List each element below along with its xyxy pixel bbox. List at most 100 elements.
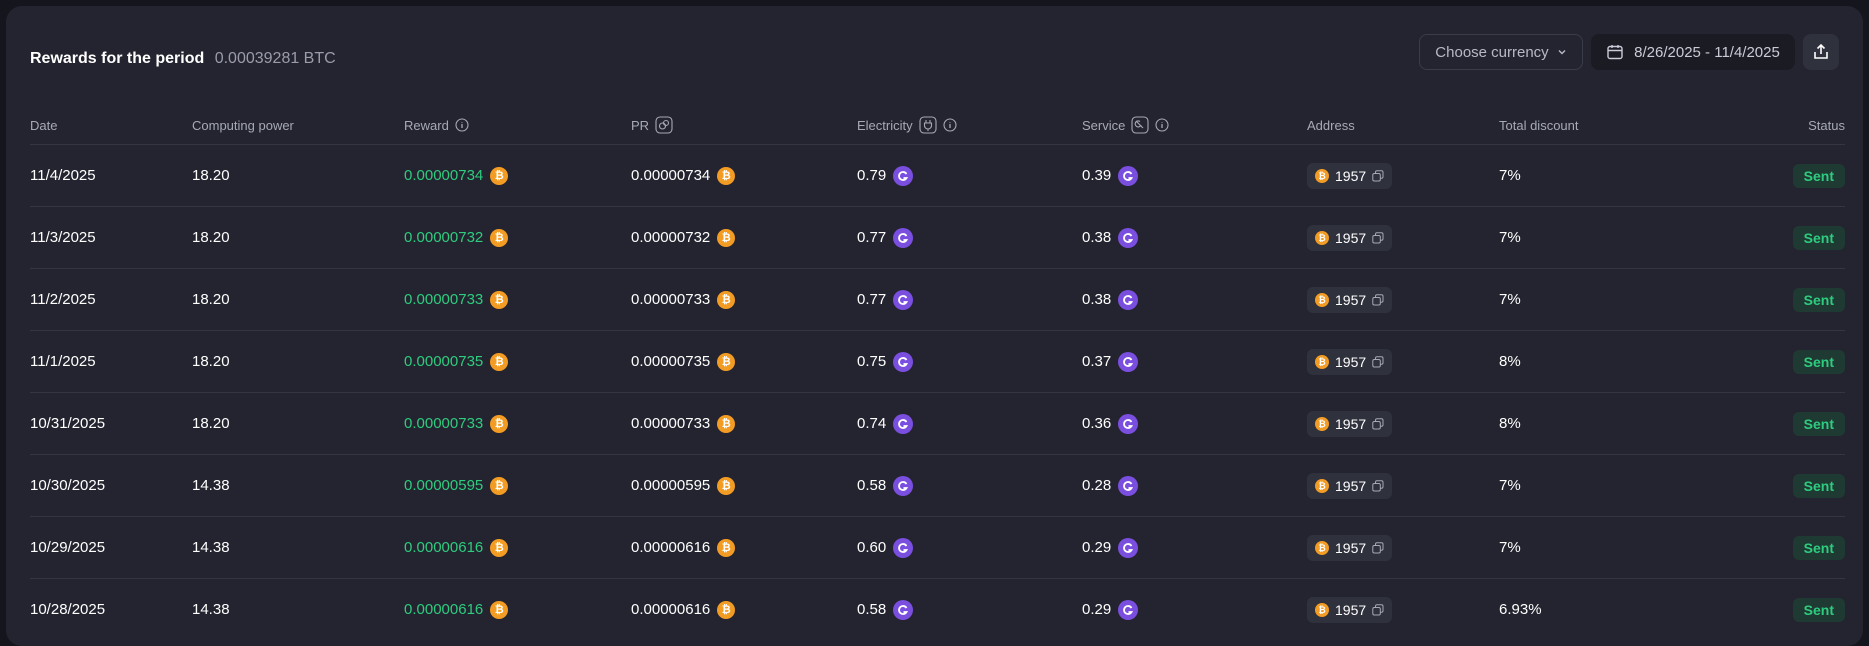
col-computing-power: Computing power xyxy=(192,106,404,145)
discount-cell: 8% xyxy=(1499,330,1679,393)
status-badge: Sent xyxy=(1792,349,1845,374)
copy-icon[interactable] xyxy=(1372,169,1384,182)
table-row[interactable]: 11/3/2025 18.20 0.00000732 ₿ 0.00000732 ₿ … xyxy=(30,206,1845,269)
reward-value: 0.00000735 xyxy=(404,353,484,370)
table-row[interactable]: 10/30/2025 14.38 0.00000595 ₿ 0.00000595 ₿… xyxy=(30,454,1845,517)
copy-icon[interactable] xyxy=(1372,541,1384,554)
copy-icon[interactable] xyxy=(1372,479,1384,492)
table-row[interactable]: 10/28/2025 14.38 0.00000616 ₿ 0.00000616 ₿… xyxy=(30,579,1845,641)
address-chip[interactable]: ₿ 1957 xyxy=(1307,410,1393,437)
status-badge: Sent xyxy=(1792,287,1845,312)
computing-power-cell: 14.38 xyxy=(192,454,404,517)
bitcoin-icon: ₿ xyxy=(490,290,509,309)
electricity-value: 0.60 xyxy=(857,539,887,556)
service-cell: 0.37 xyxy=(1082,330,1307,393)
reward-cell: 0.00000735 ₿ xyxy=(404,330,631,393)
discount-cell: 7% xyxy=(1499,144,1679,207)
status-cell: Sent xyxy=(1679,516,1845,579)
bitcoin-icon: ₿ xyxy=(717,476,736,495)
token-icon xyxy=(893,599,914,620)
date-cell: 11/2/2025 xyxy=(30,268,192,331)
token-icon xyxy=(1118,227,1139,248)
status-cell: Sent xyxy=(1679,454,1845,517)
date-cell: 11/3/2025 xyxy=(30,206,192,269)
bitcoin-icon: ₿ xyxy=(1315,168,1329,183)
address-value: 1957 xyxy=(1335,415,1367,432)
date-range-button[interactable]: 8/26/2025 - 11/4/2025 xyxy=(1591,34,1795,70)
computing-power-cell: 18.20 xyxy=(192,392,404,455)
info-icon[interactable] xyxy=(1155,118,1169,132)
bitcoin-icon: ₿ xyxy=(1315,478,1329,493)
status-cell: Sent xyxy=(1679,206,1845,269)
plug-icon xyxy=(919,116,937,134)
date-cell: 10/29/2025 xyxy=(30,516,192,579)
col-total-discount: Total discount xyxy=(1499,106,1679,145)
copy-icon[interactable] xyxy=(1372,355,1384,368)
bitcoin-icon: ₿ xyxy=(490,166,509,185)
address-cell: ₿ 1957 xyxy=(1307,392,1499,455)
electricity-cell: 0.79 xyxy=(857,144,1082,207)
address-cell: ₿ 1957 xyxy=(1307,144,1499,207)
copy-icon[interactable] xyxy=(1372,603,1384,616)
table-row[interactable]: 11/1/2025 18.20 0.00000735 ₿ 0.00000735 ₿ … xyxy=(30,330,1845,393)
table-row[interactable]: 11/2/2025 18.20 0.00000733 ₿ 0.00000733 ₿ … xyxy=(30,268,1845,331)
col-pr: PR xyxy=(631,106,857,145)
copy-icon[interactable] xyxy=(1372,231,1384,244)
pr-cell: 0.00000616 ₿ xyxy=(631,516,857,579)
pr-value: 0.00000616 xyxy=(631,601,711,618)
status-badge: Sent xyxy=(1792,163,1845,188)
reward-cell: 0.00000733 ₿ xyxy=(404,268,631,331)
table-row[interactable]: 11/4/2025 18.20 0.00000734 ₿ 0.00000734 ₿ … xyxy=(30,144,1845,207)
computing-power-cell: 18.20 xyxy=(192,268,404,331)
table-row[interactable]: 10/29/2025 14.38 0.00000616 ₿ 0.00000616 ₿… xyxy=(30,516,1845,579)
address-chip[interactable]: ₿ 1957 xyxy=(1307,472,1393,499)
address-value: 1957 xyxy=(1335,167,1367,184)
status-cell: Sent xyxy=(1679,392,1845,455)
pr-cell: 0.00000733 ₿ xyxy=(631,392,857,455)
reward-cell: 0.00000734 ₿ xyxy=(404,144,631,207)
electricity-cell: 0.60 xyxy=(857,516,1082,579)
electricity-value: 0.74 xyxy=(857,415,887,432)
service-cell: 0.39 xyxy=(1082,144,1307,207)
status-cell: Sent xyxy=(1679,144,1845,207)
title-wrap: Rewards for the period 0.00039281 BTC xyxy=(30,50,336,68)
copy-icon[interactable] xyxy=(1372,417,1384,430)
address-value: 1957 xyxy=(1335,477,1367,494)
computing-power-cell: 18.20 xyxy=(192,206,404,269)
pr-value: 0.00000734 xyxy=(631,167,711,184)
address-chip[interactable]: ₿ 1957 xyxy=(1307,534,1393,561)
address-value: 1957 xyxy=(1335,291,1367,308)
choose-currency-button[interactable]: Choose currency xyxy=(1419,34,1583,70)
pr-cell: 0.00000734 ₿ xyxy=(631,144,857,207)
address-chip[interactable]: ₿ 1957 xyxy=(1307,596,1393,623)
reward-cell: 0.00000733 ₿ xyxy=(404,392,631,455)
token-icon xyxy=(1118,599,1139,620)
export-button[interactable] xyxy=(1803,34,1839,70)
service-cell: 0.29 xyxy=(1082,516,1307,579)
info-icon[interactable] xyxy=(455,118,469,132)
bitcoin-icon: ₿ xyxy=(717,414,736,433)
address-value: 1957 xyxy=(1335,229,1367,246)
electricity-value: 0.79 xyxy=(857,167,887,184)
electricity-value: 0.77 xyxy=(857,291,887,308)
status-badge: Sent xyxy=(1792,225,1845,250)
address-chip[interactable]: ₿ 1957 xyxy=(1307,162,1393,189)
service-value: 0.37 xyxy=(1082,353,1112,370)
token-icon xyxy=(893,227,914,248)
status-badge: Sent xyxy=(1792,473,1845,498)
service-value: 0.28 xyxy=(1082,477,1112,494)
table-row[interactable]: 10/31/2025 18.20 0.00000733 ₿ 0.00000733 ₿… xyxy=(30,392,1845,455)
info-icon[interactable] xyxy=(943,118,957,132)
pr-cell: 0.00000735 ₿ xyxy=(631,330,857,393)
electricity-value: 0.58 xyxy=(857,477,887,494)
token-icon xyxy=(893,475,914,496)
address-cell: ₿ 1957 xyxy=(1307,454,1499,517)
service-cell: 0.28 xyxy=(1082,454,1307,517)
pr-value: 0.00000733 xyxy=(631,291,711,308)
address-chip[interactable]: ₿ 1957 xyxy=(1307,286,1393,313)
address-chip[interactable]: ₿ 1957 xyxy=(1307,224,1393,251)
electricity-value: 0.75 xyxy=(857,353,887,370)
token-icon xyxy=(1118,413,1139,434)
copy-icon[interactable] xyxy=(1372,293,1384,306)
address-chip[interactable]: ₿ 1957 xyxy=(1307,348,1393,375)
